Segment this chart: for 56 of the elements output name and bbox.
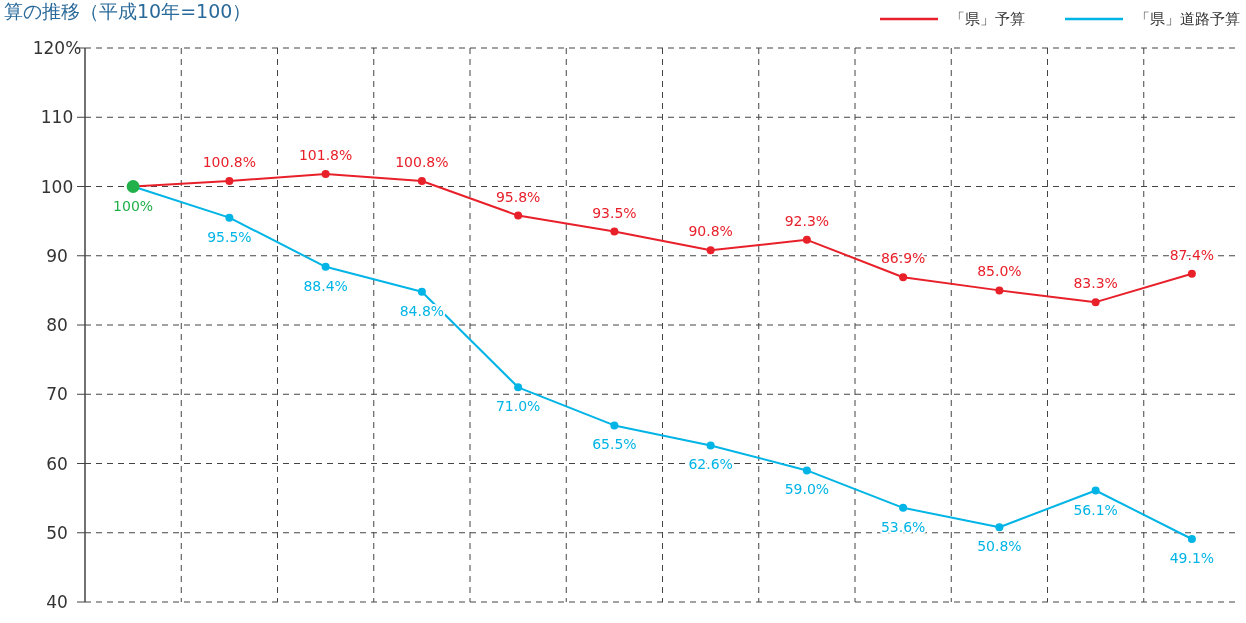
data-label: 88.4% xyxy=(303,277,348,294)
data-label: 87.4% xyxy=(1169,246,1215,263)
point xyxy=(899,273,908,282)
point xyxy=(802,466,811,475)
point xyxy=(514,211,523,220)
data-label: 83.3% xyxy=(1073,275,1118,292)
data-label: 53.6% xyxy=(880,518,926,535)
y-tick-label: 60 xyxy=(46,453,68,474)
point xyxy=(995,286,1004,295)
data-label: 71.0% xyxy=(495,398,541,415)
point xyxy=(1091,486,1100,495)
data-label: 62.6% xyxy=(688,456,733,473)
chart-title: 算の推移（平成10年=100） xyxy=(4,0,252,22)
point xyxy=(706,246,715,255)
point xyxy=(225,213,234,222)
point xyxy=(321,262,330,271)
data-label: 92.3% xyxy=(784,212,830,229)
y-tick-label: 70 xyxy=(46,384,68,405)
data-label: 101.8% xyxy=(298,147,353,164)
data-label: 49.1% xyxy=(1169,549,1215,566)
point xyxy=(321,170,330,179)
data-label: 100.8% xyxy=(395,153,449,170)
point xyxy=(514,383,523,392)
point xyxy=(610,227,619,236)
data-label: 95.8% xyxy=(495,188,541,205)
legend-label: 「県」道路予算 xyxy=(1135,10,1240,28)
point xyxy=(417,176,426,185)
legend-label: 「県」予算 xyxy=(950,10,1025,28)
point xyxy=(899,503,908,512)
point xyxy=(225,176,234,185)
point xyxy=(1091,298,1100,307)
data-label: 85.0% xyxy=(977,263,1022,280)
y-tick-label: 110 xyxy=(40,107,74,128)
data-label: 93.5% xyxy=(592,204,637,221)
point xyxy=(706,441,715,450)
data-label: 100% xyxy=(113,197,154,214)
y-tick-label: 80 xyxy=(46,315,68,335)
y-tick-label: 120% xyxy=(32,38,82,58)
y-tick-label: 40 xyxy=(46,592,68,612)
data-label: 65.5% xyxy=(592,436,637,453)
y-tick-label: 90 xyxy=(46,245,68,266)
point xyxy=(1187,269,1196,278)
point xyxy=(802,235,811,244)
data-label: 59.0% xyxy=(784,481,830,498)
data-label: 56.1% xyxy=(1073,501,1118,518)
point xyxy=(610,421,619,430)
data-label: 95.5% xyxy=(207,228,252,245)
point xyxy=(995,523,1004,532)
y-tick-label: 50 xyxy=(46,522,68,543)
y-tick-label: 100 xyxy=(40,176,74,197)
data-label: 50.8% xyxy=(977,538,1022,555)
point xyxy=(417,287,426,296)
data-label: 90.8% xyxy=(688,223,733,240)
point xyxy=(1187,534,1196,543)
data-label: 100.8% xyxy=(202,153,257,170)
data-label: 86.9% xyxy=(880,250,926,267)
